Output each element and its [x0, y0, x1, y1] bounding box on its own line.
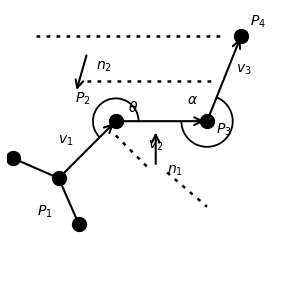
- Text: $n_1$: $n_1$: [167, 164, 183, 178]
- Text: $\alpha$: $\alpha$: [187, 93, 198, 107]
- Text: $v_3$: $v_3$: [236, 63, 251, 77]
- Text: $P_2$: $P_2$: [74, 90, 90, 107]
- Text: $n_2$: $n_2$: [96, 60, 112, 74]
- Text: $P_4$: $P_4$: [250, 14, 266, 30]
- Text: $\theta$: $\theta$: [128, 101, 138, 115]
- Text: $v_2$: $v_2$: [148, 138, 164, 153]
- Text: $P_1$: $P_1$: [37, 204, 52, 220]
- Text: $P_3$: $P_3$: [216, 122, 231, 138]
- Text: $v_1$: $v_1$: [58, 134, 73, 148]
